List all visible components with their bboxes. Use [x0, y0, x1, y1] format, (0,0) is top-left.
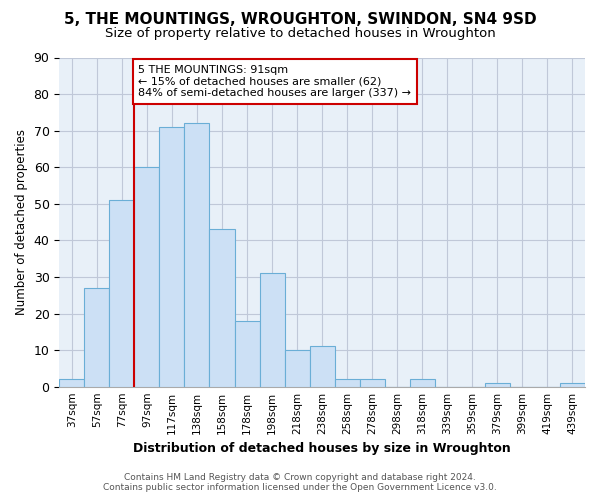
- Bar: [310, 346, 335, 387]
- Bar: [284, 350, 310, 387]
- Y-axis label: Number of detached properties: Number of detached properties: [15, 129, 28, 315]
- Text: Size of property relative to detached houses in Wroughton: Size of property relative to detached ho…: [104, 28, 496, 40]
- Bar: [560, 383, 585, 386]
- Text: 5 THE MOUNTINGS: 91sqm
← 15% of detached houses are smaller (62)
84% of semi-det: 5 THE MOUNTINGS: 91sqm ← 15% of detached…: [138, 65, 411, 98]
- Bar: [209, 230, 235, 386]
- Bar: [359, 380, 385, 386]
- Bar: [410, 380, 435, 386]
- Bar: [134, 167, 160, 386]
- Bar: [85, 288, 109, 386]
- Bar: [109, 200, 134, 386]
- Bar: [184, 124, 209, 386]
- Bar: [235, 321, 260, 386]
- Bar: [335, 380, 359, 386]
- Bar: [260, 274, 284, 386]
- Bar: [59, 380, 85, 386]
- Text: Contains HM Land Registry data © Crown copyright and database right 2024.
Contai: Contains HM Land Registry data © Crown c…: [103, 473, 497, 492]
- Bar: [160, 127, 184, 386]
- X-axis label: Distribution of detached houses by size in Wroughton: Distribution of detached houses by size …: [133, 442, 511, 455]
- Text: 5, THE MOUNTINGS, WROUGHTON, SWINDON, SN4 9SD: 5, THE MOUNTINGS, WROUGHTON, SWINDON, SN…: [64, 12, 536, 28]
- Bar: [485, 383, 510, 386]
